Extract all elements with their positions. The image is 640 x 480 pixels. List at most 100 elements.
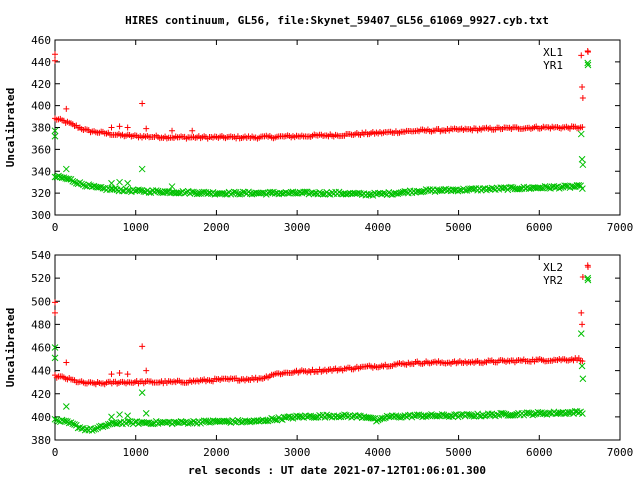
data-point xyxy=(456,186,464,194)
data-point xyxy=(341,411,348,419)
data-point xyxy=(51,415,59,423)
data-point xyxy=(579,185,586,192)
data-point xyxy=(428,411,435,418)
x-axis-label: rel seconds : UT date 2021-07-12T01:06:0… xyxy=(188,464,486,477)
outlier-point xyxy=(142,410,150,417)
data-point xyxy=(181,189,188,197)
data-point xyxy=(342,190,350,198)
data-point xyxy=(90,426,98,433)
x-tick-label: 6000 xyxy=(526,221,553,234)
data-point xyxy=(255,417,263,425)
outlier-point xyxy=(577,330,585,337)
data-point xyxy=(99,423,107,431)
y-axis-label: Uncalibrated xyxy=(4,308,17,387)
data-point xyxy=(85,181,93,188)
outlier-point xyxy=(51,127,59,135)
data-point xyxy=(234,416,242,424)
data-point xyxy=(380,189,387,197)
data-point xyxy=(238,418,245,426)
data-point xyxy=(467,411,474,419)
data-point xyxy=(152,187,160,194)
outlier-point xyxy=(579,321,586,328)
data-point xyxy=(119,187,126,195)
y-tick-label: 520 xyxy=(31,272,51,285)
data-point xyxy=(202,417,210,425)
data-point xyxy=(101,422,109,430)
data-point xyxy=(302,188,309,196)
x-tick-label: 1000 xyxy=(122,446,149,459)
data-point xyxy=(65,175,73,183)
outlier-point xyxy=(584,59,592,67)
outlier-point xyxy=(143,125,150,132)
data-point xyxy=(500,184,508,192)
data-point xyxy=(113,420,121,428)
y-tick-label: 400 xyxy=(31,411,51,424)
data-point xyxy=(463,187,471,194)
y-tick-label: 420 xyxy=(31,388,51,401)
y-tick-label: 460 xyxy=(31,34,51,47)
plot-panel-top: 0 1000 2000 3000 4000 5000 6000 7000 300 320 340 36… xyxy=(4,34,633,234)
data-point xyxy=(557,184,565,191)
data-point xyxy=(579,358,586,365)
outlier-point xyxy=(108,371,115,378)
legend-marker xyxy=(585,49,591,55)
data-point xyxy=(230,418,238,426)
data-point xyxy=(223,417,231,425)
data-point xyxy=(438,411,446,418)
y-tick-label: 500 xyxy=(31,295,51,308)
data-point xyxy=(236,190,244,198)
data-point xyxy=(538,184,545,192)
data-point xyxy=(296,412,304,420)
data-point xyxy=(319,190,327,198)
data-point xyxy=(422,413,430,420)
data-point xyxy=(508,183,515,191)
data-point xyxy=(511,411,519,419)
data-point xyxy=(110,419,117,427)
data-point xyxy=(136,186,144,194)
outlier-point xyxy=(116,369,123,376)
outlier-point xyxy=(169,127,176,134)
data-point xyxy=(190,188,197,196)
data-point xyxy=(555,185,563,192)
x-tick-label: 3000 xyxy=(284,221,311,234)
data-point xyxy=(447,412,455,420)
data-point xyxy=(385,413,393,421)
outlier-point xyxy=(116,411,123,418)
data-point xyxy=(500,410,508,418)
data-point xyxy=(174,419,181,427)
data-point xyxy=(163,188,171,195)
data-point xyxy=(412,412,419,420)
outlier-point xyxy=(124,412,131,420)
data-point xyxy=(69,177,77,185)
data-point xyxy=(525,409,533,417)
outlier-point xyxy=(138,389,146,396)
y-axis-label: Uncalibrated xyxy=(4,88,17,167)
data-point xyxy=(470,185,478,193)
outlier-point xyxy=(579,375,587,383)
x-tick-label: 0 xyxy=(52,446,59,459)
y-tick-label: 300 xyxy=(31,209,51,222)
data-point xyxy=(419,188,426,196)
outlier-point xyxy=(63,359,70,366)
outlier-point xyxy=(51,132,59,140)
outlier-point xyxy=(62,165,70,173)
y-tick-label: 360 xyxy=(31,143,51,156)
data-point xyxy=(529,411,537,419)
data-point xyxy=(175,189,183,197)
legend-marker xyxy=(584,276,592,284)
outlier-point xyxy=(578,52,585,59)
x-tick-label: 3000 xyxy=(284,446,311,459)
y-tick-label: 340 xyxy=(31,165,51,178)
data-point xyxy=(325,190,332,198)
data-point xyxy=(246,418,254,426)
data-point xyxy=(451,411,458,419)
data-point xyxy=(380,415,387,422)
outlier-point xyxy=(139,343,146,350)
data-point xyxy=(165,418,172,426)
series-yr1 xyxy=(51,59,592,199)
data-point xyxy=(69,420,77,428)
data-point xyxy=(90,182,98,190)
outlier-point xyxy=(124,124,131,131)
data-point xyxy=(470,413,478,420)
